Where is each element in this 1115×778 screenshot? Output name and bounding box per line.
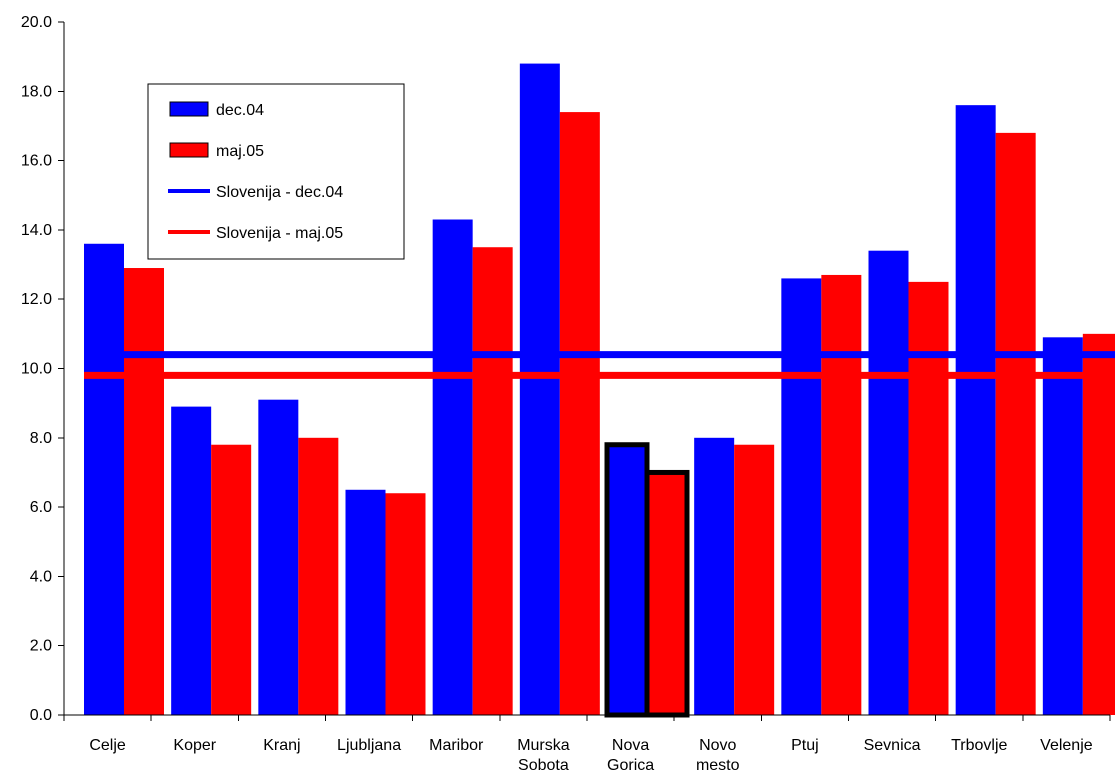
x-tick-label: Maribor — [429, 737, 484, 754]
x-tick-label: Kranj — [263, 737, 300, 754]
bar-trbovlje-maj-05 — [995, 132, 1036, 715]
legend: dec.04 maj.05 Slovenija - dec.04 Slovenija … — [147, 83, 405, 260]
legend-item-dec-04: dec.04 — [169, 101, 264, 119]
legend-label: Slovenija - dec.04 — [216, 184, 343, 201]
legend-swatch-dec-04 — [169, 101, 209, 117]
bar-nova-gorica-dec-04 — [604, 442, 650, 718]
legend-swatch-maj-05 — [169, 142, 209, 158]
legend-label: maj.05 — [216, 143, 264, 160]
bar-murska-sobota-maj-05 — [559, 112, 600, 716]
y-tick-label: 2.0 — [30, 638, 52, 655]
y-tick-label: 6.0 — [30, 499, 52, 516]
x-tick-label: Velenje — [1040, 737, 1093, 754]
bar-koper-maj-05 — [211, 444, 252, 715]
y-tick-label: 4.0 — [30, 568, 52, 585]
legend-item-maj-05: maj.05 — [169, 142, 264, 160]
bar-ptuj-maj-05 — [821, 274, 862, 715]
x-tick-label: Ptuj — [791, 737, 819, 754]
bar-sevnica-maj-05 — [908, 281, 949, 715]
x-tick-label: Trbovlje — [951, 737, 1007, 754]
y-tick-label: 0.0 — [30, 707, 52, 724]
bar-novo-mesto-dec-04 — [694, 437, 735, 715]
x-tick-label: Nova Gorica — [607, 737, 654, 774]
bar-celje-maj-05 — [124, 268, 164, 715]
x-tick-label: Koper — [173, 737, 216, 754]
legend-label: Slovenija - maj.05 — [216, 225, 343, 242]
plot-area: 0.0 2.0 4.0 6.0 8.0 10.0 12.0 14.0 16.0 18.0 20.0 C… — [21, 14, 1115, 774]
bar-maribor-dec-04 — [432, 219, 473, 715]
bar-maribor-maj-05 — [472, 247, 513, 715]
x-tick-label: Celje — [89, 737, 126, 754]
y-tick-label: 10.0 — [21, 361, 52, 378]
x-tick-label: Murska Sobota — [517, 737, 570, 774]
bar-ptuj-dec-04 — [781, 278, 822, 715]
bar-kranj-maj-05 — [298, 437, 339, 715]
bar-novo-mesto-maj-05 — [734, 444, 775, 715]
y-tick-label: 14.0 — [21, 222, 52, 239]
bar-sevnica-dec-04 — [868, 250, 909, 715]
bar-koper-dec-04 — [171, 406, 212, 715]
bar-ljubljana-maj-05 — [385, 493, 426, 715]
x-tick-label: Novo mesto — [696, 737, 740, 774]
bar-celje-dec-04 — [84, 243, 124, 715]
y-tick-label: 8.0 — [30, 430, 52, 447]
bar-nova-gorica-maj-05 — [644, 469, 690, 718]
y-tick-label: 12.0 — [21, 291, 52, 308]
bar-ljubljana-dec-04 — [345, 489, 386, 715]
bar-murska-sobota-dec-04 — [519, 63, 560, 715]
bar-kranj-dec-04 — [258, 399, 299, 715]
legend-item-slovenija-dec-04: Slovenija - dec.04 — [168, 184, 343, 201]
y-tick-label: 18.0 — [21, 83, 52, 100]
bar-trbovlje-dec-04 — [955, 105, 996, 715]
y-tick-label: 20.0 — [21, 14, 52, 31]
x-tick-label: Ljubljana — [337, 737, 401, 754]
x-tick-label: Sevnica — [864, 737, 921, 754]
y-tick-label: 16.0 — [21, 153, 52, 170]
legend-item-slovenija-maj-05: Slovenija - maj.05 — [168, 225, 343, 242]
legend-label: dec.04 — [216, 102, 264, 119]
bar-velenje-dec-04 — [1042, 337, 1083, 715]
bar-velenje-maj-05 — [1082, 333, 1115, 715]
